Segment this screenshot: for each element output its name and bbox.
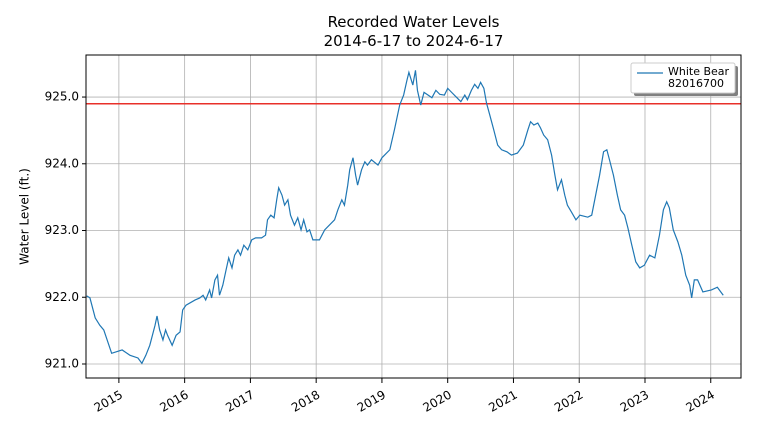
y-tick-label: 922.0 xyxy=(45,290,79,304)
y-tick-label: 921.0 xyxy=(45,356,79,370)
y-axis-label: Water Level (ft.) xyxy=(18,168,32,265)
plot-frame xyxy=(85,54,742,379)
x-tick-label: 2020 xyxy=(420,388,453,415)
chart-title: Recorded Water Levels 2014-6-17 to 2024-… xyxy=(323,13,504,50)
x-tick-label: 2019 xyxy=(355,388,388,415)
x-tick-label: 2022 xyxy=(552,388,585,415)
x-tick-label: 2023 xyxy=(618,388,651,415)
x-tick-label: 2018 xyxy=(289,388,322,415)
y-tick-label: 924.0 xyxy=(45,156,79,170)
x-tick-label: 2021 xyxy=(486,388,519,415)
x-tick-label: 2016 xyxy=(157,388,190,415)
legend-box xyxy=(630,62,736,94)
x-tick-label: 2017 xyxy=(223,388,256,415)
x-tick-label: 2024 xyxy=(684,388,717,415)
x-tick-label: 2015 xyxy=(92,388,125,415)
series-line xyxy=(86,70,724,365)
y-tick-label: 923.0 xyxy=(45,223,79,237)
y-tick-label: 925.0 xyxy=(45,90,79,104)
plot-clip xyxy=(86,70,724,365)
legend-label: White Bear 82016700 xyxy=(668,65,730,90)
